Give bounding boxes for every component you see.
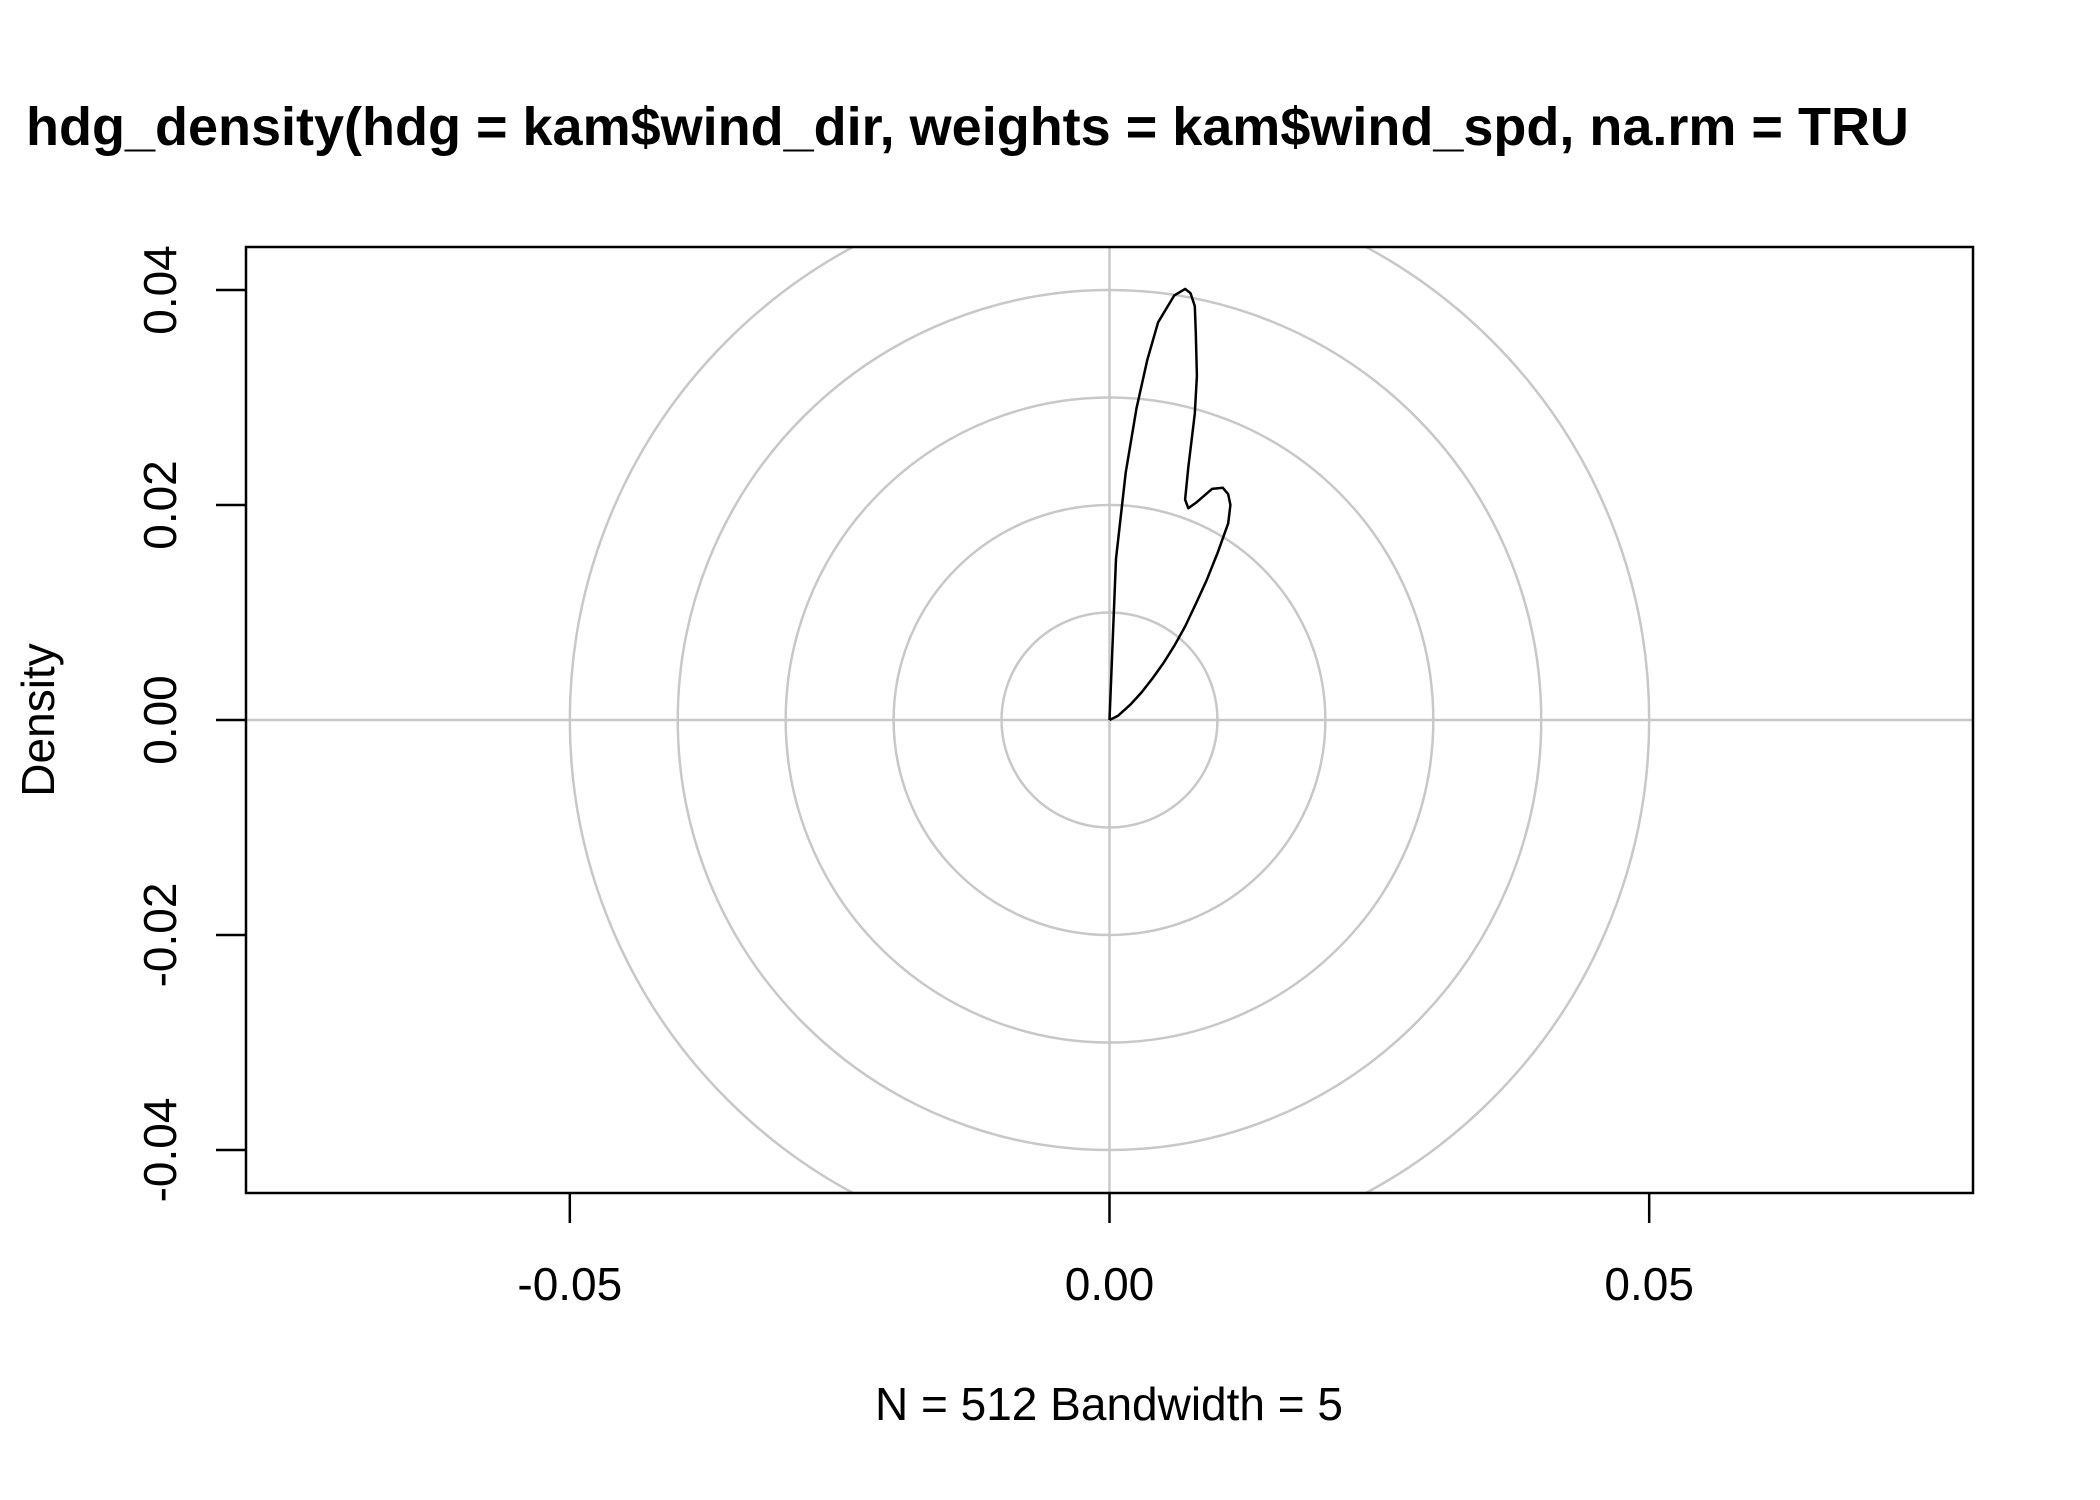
grid-ring-1: [1000, 611, 1219, 829]
grid-ring-4: [676, 288, 1543, 1152]
series-layer: [1108, 287, 1232, 722]
grid-ring-2: [892, 503, 1327, 937]
y-tick-label-4: 0.02: [134, 460, 186, 550]
y-tick-label-3: 0.00: [134, 675, 186, 765]
x-axis-label: N = 512 Bandwidth = 5: [875, 1378, 1343, 1430]
y-tick-label-5: 0.04: [134, 245, 186, 335]
y-tick-label-2: -0.02: [134, 883, 186, 988]
grid-ring-5: [568, 247, 1651, 1193]
y-tick-label-1: -0.04: [134, 1098, 186, 1203]
y-axis: -0.04 -0.02 0.00 0.02 0.04: [134, 245, 246, 1202]
chart-title: hdg_density(hdg = kam$wind_dir, weights …: [26, 97, 1909, 157]
density-curve-1: [1108, 287, 1232, 722]
grid-ring-3: [784, 396, 1435, 1044]
x-axis: -0.05 0.00 0.05: [517, 1193, 1694, 1310]
x-tick-label-3: 0.05: [1604, 1258, 1694, 1310]
y-axis-label: Density: [12, 643, 64, 796]
x-tick-label-1: -0.05: [517, 1258, 622, 1310]
x-tick-label-2: 0.00: [1065, 1258, 1155, 1310]
